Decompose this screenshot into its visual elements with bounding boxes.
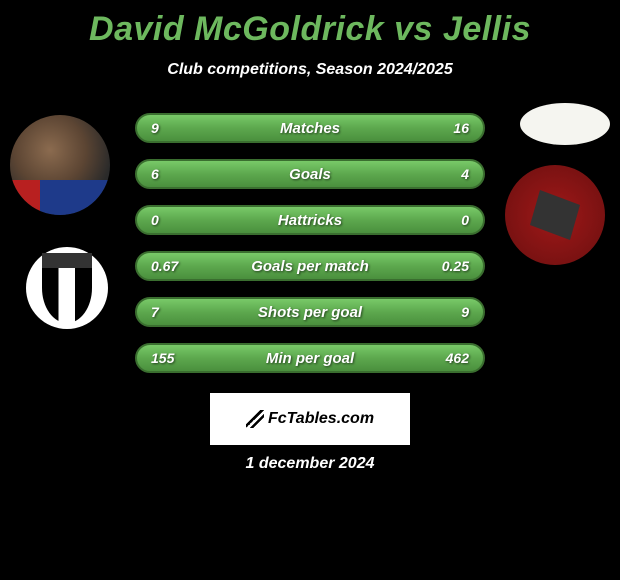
watermark-text: FcTables.com	[268, 410, 374, 428]
stat-right-value: 9	[461, 304, 469, 320]
stat-row-shots-per-goal: 7 Shots per goal 9	[135, 297, 485, 327]
stat-right-value: 16	[453, 120, 469, 136]
stat-row-goals-per-match: 0.67 Goals per match 0.25	[135, 251, 485, 281]
stat-left-value: 155	[151, 350, 174, 366]
stat-left-value: 0	[151, 212, 159, 228]
stat-label: Matches	[280, 120, 340, 137]
page-title: David McGoldrick vs Jellis	[0, 0, 620, 49]
stat-left-value: 9	[151, 120, 159, 136]
player-left-avatar	[10, 115, 110, 215]
stat-row-hattricks: 0 Hattricks 0	[135, 205, 485, 235]
stat-row-goals: 6 Goals 4	[135, 159, 485, 189]
stat-right-value: 0	[461, 212, 469, 228]
stat-right-value: 0.25	[442, 258, 469, 274]
watermark-badge: FcTables.com	[210, 393, 410, 445]
stats-container: 9 Matches 16 6 Goals 4 0 Hattricks 0 0.6…	[135, 113, 485, 389]
stat-right-value: 462	[446, 350, 469, 366]
stat-label: Shots per goal	[258, 304, 362, 321]
stat-left-value: 6	[151, 166, 159, 182]
stat-label: Hattricks	[278, 212, 342, 229]
snapshot-date: 1 december 2024	[246, 455, 375, 473]
comparison-area: 9 Matches 16 6 Goals 4 0 Hattricks 0 0.6…	[0, 107, 620, 397]
club-right-badge	[505, 165, 605, 265]
page-subtitle: Club competitions, Season 2024/2025	[0, 61, 620, 79]
club-left-badge	[26, 247, 108, 329]
stat-label: Goals	[289, 166, 331, 183]
stat-left-value: 7	[151, 304, 159, 320]
player-right-avatar	[520, 103, 610, 145]
stat-row-min-per-goal: 155 Min per goal 462	[135, 343, 485, 373]
stat-row-matches: 9 Matches 16	[135, 113, 485, 143]
stat-right-value: 4	[461, 166, 469, 182]
stat-label: Goals per match	[251, 258, 369, 275]
stat-left-value: 0.67	[151, 258, 178, 274]
stat-label: Min per goal	[266, 350, 354, 367]
